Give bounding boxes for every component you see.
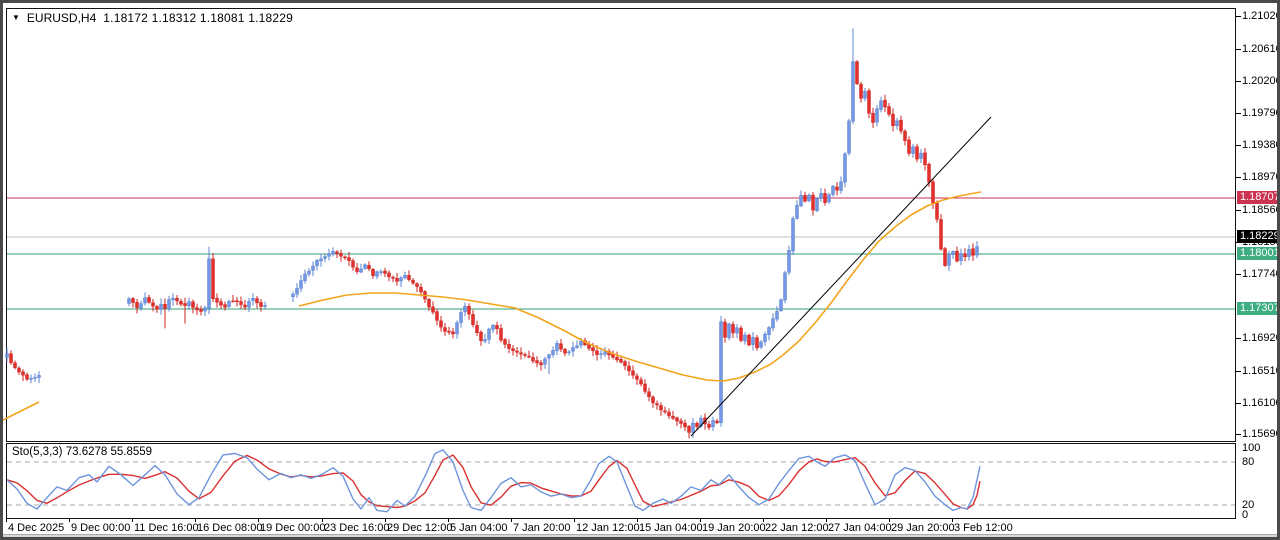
price-tick-label: 1.20610 [1242, 43, 1280, 55]
price-level-label: 1.18707 [1237, 191, 1277, 204]
symbol-dropdown-icon[interactable]: ▼ [12, 13, 20, 22]
stochastic-canvas[interactable] [6, 444, 1235, 518]
price-tick-mark [1236, 81, 1241, 82]
price-tick-label: 1.16920 [1242, 332, 1280, 344]
time-tick-label: 22 Jan 12:00 [765, 522, 829, 534]
price-tick-label: 1.17740 [1242, 268, 1280, 280]
stoch-scale-label: 100 [1242, 442, 1261, 454]
time-tick-mark [69, 518, 70, 522]
price-tick-mark [1236, 145, 1241, 146]
time-axis[interactable]: 4 Dec 2025 9 Dec 00:00 11 Dec 16:00 16 Dec … [3, 518, 1236, 534]
stochastic-label: Sto(5,3,3) 73.6278 55.8559 [12, 446, 152, 458]
time-tick-label: 11 Dec 16:00 [134, 522, 199, 534]
price-tick-mark [1236, 338, 1241, 339]
time-tick-label: 7 Jan 20:00 [513, 522, 571, 534]
main-chart-pane[interactable] [3, 8, 1236, 442]
price-tick-mark [1236, 177, 1241, 178]
price-tick-mark [1236, 371, 1241, 372]
time-tick-label: 15 Jan 04:00 [639, 522, 703, 534]
bottom-scroll-strip[interactable] [3, 534, 1277, 537]
price-tick-label: 1.19790 [1242, 107, 1280, 119]
time-tick-label: 5 Jan 04:00 [450, 522, 508, 534]
time-tick-mark [700, 518, 701, 522]
price-tick-mark [1236, 49, 1241, 50]
time-tick-mark [574, 518, 575, 522]
price-tick-mark [1236, 16, 1241, 17]
price-tick-label: 1.15690 [1242, 428, 1280, 440]
time-tick-label: 29 Dec 12:00 [387, 522, 453, 534]
chart-title: ▼ EURUSD,H4 1.18172 1.18312 1.18081 1.18… [12, 11, 293, 25]
price-tick-label: 1.21020 [1242, 10, 1280, 22]
time-tick-label: 9 Dec 00:00 [71, 522, 131, 534]
time-tick-mark [826, 518, 827, 522]
stochastic-d-value: 55.8559 [110, 446, 153, 458]
price-level-label: 1.18229 [1237, 230, 1277, 243]
price-chart-canvas[interactable] [3, 9, 1235, 441]
stoch-d-line [6, 454, 981, 510]
price-tick-label: 1.18970 [1242, 171, 1280, 183]
stoch-scale-label: 80 [1242, 456, 1255, 468]
stoch-scale-label: 20 [1242, 499, 1255, 511]
time-tick-mark [258, 518, 259, 522]
time-tick-mark [6, 518, 7, 522]
time-tick-label: 16 Dec 08:00 [197, 522, 263, 534]
time-tick-mark [132, 518, 133, 522]
stoch-k-line [6, 449, 981, 513]
time-tick-mark [385, 518, 386, 522]
candlestick-series [5, 28, 979, 439]
time-tick-label: 3 Feb 12:00 [954, 522, 1013, 534]
price-tick-label: 1.19380 [1242, 139, 1280, 151]
price-tick-mark [1236, 434, 1241, 435]
price-tick-label: 1.18560 [1242, 204, 1280, 216]
time-tick-label: 29 Jan 20:00 [891, 522, 955, 534]
price-tick-label: 1.20200 [1242, 75, 1280, 87]
price-tick-mark [1236, 274, 1241, 275]
time-tick-label: 19 Dec 00:00 [260, 522, 326, 534]
time-tick-label: 27 Jan 04:00 [828, 522, 892, 534]
time-tick-mark [511, 518, 512, 522]
price-tick-mark [1236, 113, 1241, 114]
stoch-scale-label: 0 [1242, 509, 1249, 521]
stochastic-pane[interactable] [6, 443, 1236, 519]
price-tick-label: 1.16510 [1242, 365, 1280, 377]
time-tick-mark [448, 518, 449, 522]
ohlc-readout: 1.18172 1.18312 1.18081 1.18229 [103, 11, 293, 25]
stochastic-k-value: 73.6278 [65, 446, 108, 458]
time-tick-label: 12 Jan 12:00 [576, 522, 640, 534]
time-tick-mark [637, 518, 638, 522]
time-tick-mark [889, 518, 890, 522]
time-tick-mark [195, 518, 196, 522]
time-tick-label: 23 Dec 16:00 [324, 522, 390, 534]
price-level-label: 1.17307 [1237, 302, 1277, 315]
stochastic-name: Sto(5,3,3) [12, 446, 63, 458]
time-tick-label: 4 Dec 2025 [8, 522, 65, 534]
time-tick-mark [763, 518, 764, 522]
time-tick-label: 19 Jan 20:00 [702, 522, 766, 534]
ma-line [298, 191, 982, 382]
time-tick-mark [952, 518, 953, 522]
time-tick-mark [322, 518, 323, 522]
ma-line [3, 401, 40, 421]
price-level-label: 1.18001 [1237, 247, 1277, 260]
price-axis[interactable]: 1.21020 1.20610 1.20200 1.19790 1.19380 1.189… [1236, 3, 1280, 537]
price-tick-mark [1236, 403, 1241, 404]
price-tick-mark [1236, 210, 1241, 211]
trend-line [690, 116, 992, 437]
price-tick-label: 1.16100 [1242, 397, 1280, 409]
symbol-timeframe-label: EURUSD,H4 [26, 11, 97, 25]
